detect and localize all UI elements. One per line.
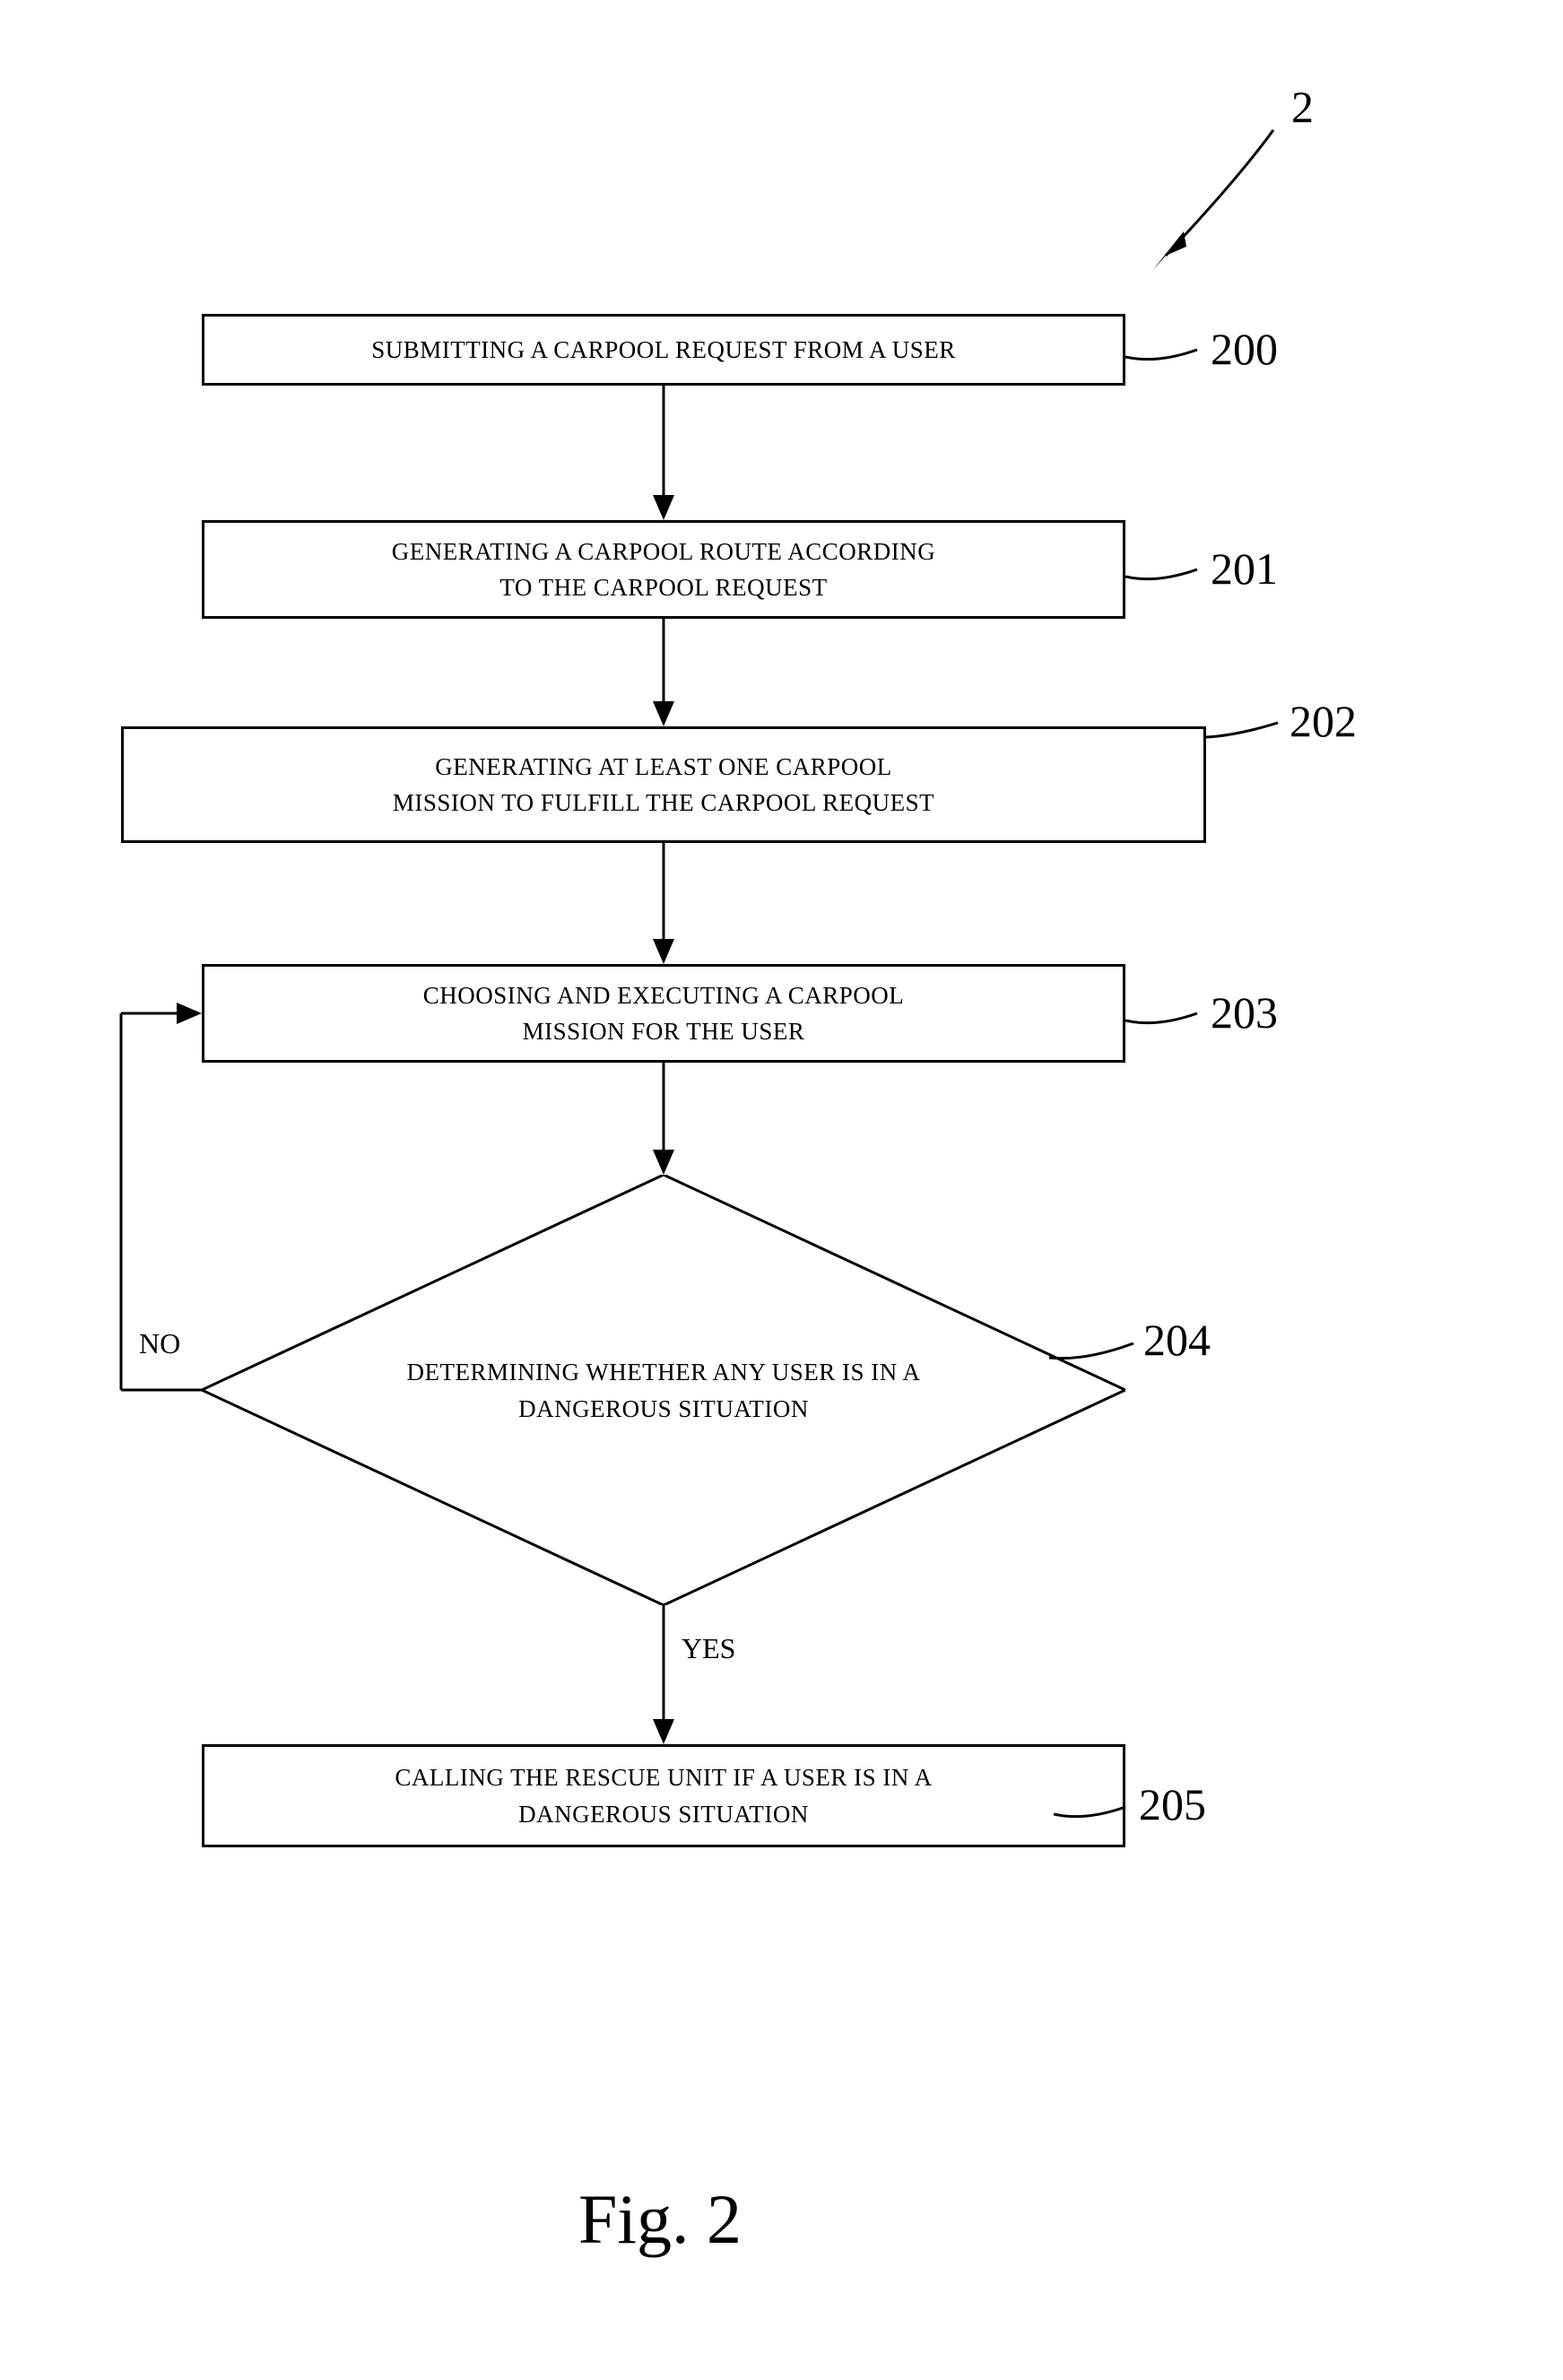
process-step-203: CHOOSING AND EXECUTING A CARPOOL MISSION… — [202, 964, 1125, 1063]
ref-leader-200 — [1125, 341, 1206, 368]
process-step-203-text: CHOOSING AND EXECUTING A CARPOOL MISSION… — [423, 977, 905, 1050]
ref-label-201: 201 — [1211, 543, 1278, 595]
ref-leader-204 — [1049, 1336, 1139, 1372]
process-step-205: CALLING THE RESCUE UNIT IF A USER IS IN … — [202, 1744, 1125, 1847]
arrow-204-205 — [646, 1605, 682, 1749]
flowchart-container: 2 SUBMITTING A CARPOOL REQUEST FROM A US… — [0, 0, 1563, 2380]
ref-label-205: 205 — [1139, 1778, 1206, 1830]
process-step-202-text: GENERATING AT LEAST ONE CARPOOL MISSION … — [393, 749, 934, 821]
figure-ref-arrow — [1094, 117, 1309, 296]
arrow-204-no-203 — [103, 1000, 220, 1394]
decision-step-204-text: DETERMINING WHETHER ANY USER IS IN A DAN… — [350, 1354, 977, 1427]
arrow-201-202 — [646, 619, 682, 731]
process-step-205-text: CALLING THE RESCUE UNIT IF A USER IS IN … — [395, 1759, 932, 1832]
process-step-201-text: GENERATING A CARPOOL ROUTE ACCORDING TO … — [392, 534, 936, 606]
ref-label-203: 203 — [1211, 986, 1278, 1038]
ref-label-202: 202 — [1289, 695, 1357, 747]
arrow-202-203 — [646, 843, 682, 969]
ref-label-204: 204 — [1143, 1314, 1211, 1366]
ref-leader-201 — [1125, 560, 1206, 587]
process-step-200: SUBMITTING A CARPOOL REQUEST FROM A USER — [202, 314, 1125, 386]
ref-label-200: 200 — [1211, 323, 1278, 375]
ref-leader-205 — [1054, 1798, 1134, 1825]
ref-leader-203 — [1125, 1004, 1206, 1031]
process-step-200-text: SUBMITTING A CARPOOL REQUEST FROM A USER — [371, 332, 956, 369]
ref-leader-202 — [1206, 717, 1287, 744]
figure-caption: Fig. 2 — [578, 2179, 742, 2260]
yes-label: YES — [682, 1632, 735, 1665]
arrow-203-204 — [646, 1063, 682, 1179]
figure-ref-number: 2 — [1291, 81, 1314, 133]
process-step-201: GENERATING A CARPOOL ROUTE ACCORDING TO … — [202, 520, 1125, 619]
arrow-200-201 — [646, 386, 682, 525]
process-step-202: GENERATING AT LEAST ONE CARPOOL MISSION … — [121, 726, 1206, 843]
